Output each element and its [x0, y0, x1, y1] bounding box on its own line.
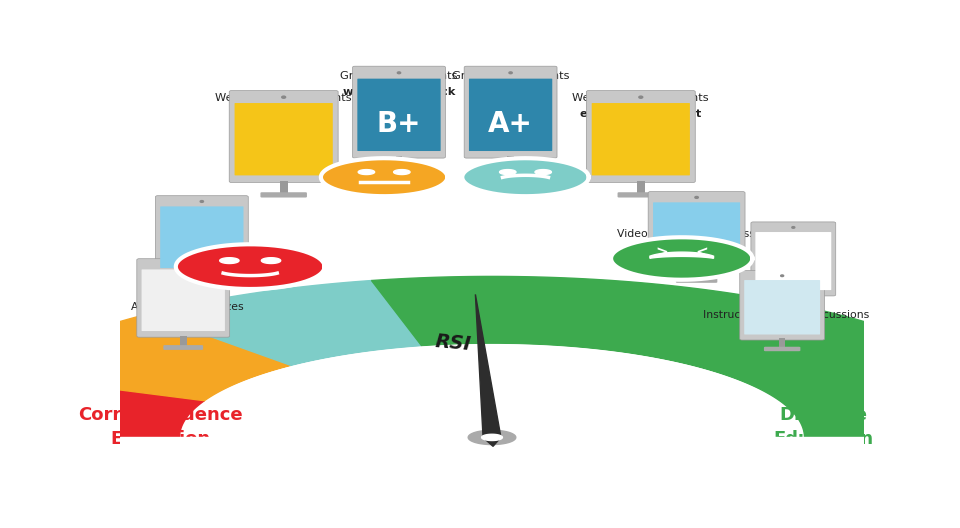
Circle shape — [780, 275, 783, 277]
Polygon shape — [148, 280, 421, 365]
FancyBboxPatch shape — [751, 222, 836, 296]
Bar — [790, 294, 796, 305]
FancyBboxPatch shape — [653, 202, 740, 264]
FancyBboxPatch shape — [491, 168, 531, 173]
Bar — [636, 181, 645, 193]
Polygon shape — [120, 437, 864, 470]
FancyBboxPatch shape — [764, 347, 801, 351]
Text: A+: A+ — [489, 110, 533, 138]
Text: Graded assignments: Graded assignments — [340, 71, 458, 81]
Polygon shape — [650, 252, 713, 258]
FancyBboxPatch shape — [137, 259, 229, 337]
Bar — [693, 268, 700, 279]
Polygon shape — [176, 244, 324, 289]
Circle shape — [201, 201, 204, 202]
Circle shape — [281, 96, 286, 98]
Circle shape — [509, 72, 513, 74]
Polygon shape — [0, 314, 291, 401]
Polygon shape — [0, 374, 204, 437]
Text: Education: Education — [110, 430, 211, 448]
FancyBboxPatch shape — [648, 192, 745, 270]
Text: Video Lectures + Discussions: Video Lectures + Discussions — [616, 229, 777, 239]
Polygon shape — [463, 158, 588, 196]
Circle shape — [181, 263, 185, 266]
Bar — [780, 338, 785, 348]
Polygon shape — [468, 430, 516, 445]
FancyBboxPatch shape — [587, 91, 695, 183]
FancyBboxPatch shape — [775, 303, 811, 308]
FancyBboxPatch shape — [352, 66, 445, 158]
Text: Weekly announcements: Weekly announcements — [572, 93, 709, 103]
Circle shape — [695, 196, 698, 199]
Polygon shape — [535, 169, 551, 175]
FancyBboxPatch shape — [740, 270, 825, 340]
FancyBboxPatch shape — [163, 345, 204, 350]
Polygon shape — [358, 169, 374, 175]
Bar — [180, 336, 186, 346]
FancyBboxPatch shape — [465, 66, 557, 158]
Text: RSI: RSI — [435, 332, 472, 354]
FancyBboxPatch shape — [676, 278, 717, 283]
Bar — [279, 181, 288, 193]
Text: Distance: Distance — [780, 406, 867, 424]
FancyBboxPatch shape — [141, 269, 225, 331]
FancyBboxPatch shape — [182, 282, 222, 287]
Text: Weekly announcements: Weekly announcements — [215, 93, 352, 103]
Circle shape — [792, 227, 795, 228]
FancyBboxPatch shape — [591, 103, 690, 175]
Text: Graded assignments: Graded assignments — [452, 71, 569, 81]
Polygon shape — [612, 237, 753, 280]
Text: Education: Education — [773, 430, 874, 448]
Bar — [507, 156, 514, 169]
Text: Office Hours: Office Hours — [763, 266, 830, 276]
FancyBboxPatch shape — [357, 79, 441, 151]
Text: Correspondence: Correspondence — [79, 406, 243, 424]
Polygon shape — [261, 258, 280, 263]
FancyBboxPatch shape — [468, 79, 552, 151]
FancyBboxPatch shape — [160, 206, 244, 268]
Bar — [396, 156, 402, 169]
Polygon shape — [372, 276, 960, 437]
Text: <: < — [695, 246, 708, 260]
Text: >: > — [656, 246, 668, 260]
FancyBboxPatch shape — [617, 192, 664, 197]
Polygon shape — [220, 258, 239, 263]
Text: Instructor-initiated discussions: Instructor-initiated discussions — [703, 310, 869, 320]
Text: Video Lectures: Video Lectures — [165, 229, 246, 239]
Circle shape — [397, 72, 400, 74]
FancyBboxPatch shape — [379, 168, 419, 173]
Polygon shape — [394, 169, 410, 175]
Polygon shape — [183, 345, 801, 528]
Polygon shape — [475, 295, 501, 446]
Text: with feedback: with feedback — [465, 87, 556, 97]
Polygon shape — [499, 169, 516, 175]
Circle shape — [638, 96, 643, 98]
FancyBboxPatch shape — [234, 103, 333, 175]
Text: with due dates: with due dates — [236, 109, 331, 119]
FancyBboxPatch shape — [229, 91, 338, 183]
FancyBboxPatch shape — [260, 192, 307, 197]
Text: without feedback: without feedback — [343, 87, 455, 97]
Polygon shape — [321, 158, 447, 196]
Text: Auto-graded quizzes: Auto-graded quizzes — [131, 303, 243, 312]
Text: B+: B+ — [376, 110, 421, 138]
Text: explaining content: explaining content — [580, 109, 702, 119]
Bar — [199, 272, 205, 284]
FancyBboxPatch shape — [156, 196, 249, 274]
FancyBboxPatch shape — [744, 280, 820, 335]
FancyBboxPatch shape — [756, 232, 831, 290]
Polygon shape — [482, 434, 502, 440]
